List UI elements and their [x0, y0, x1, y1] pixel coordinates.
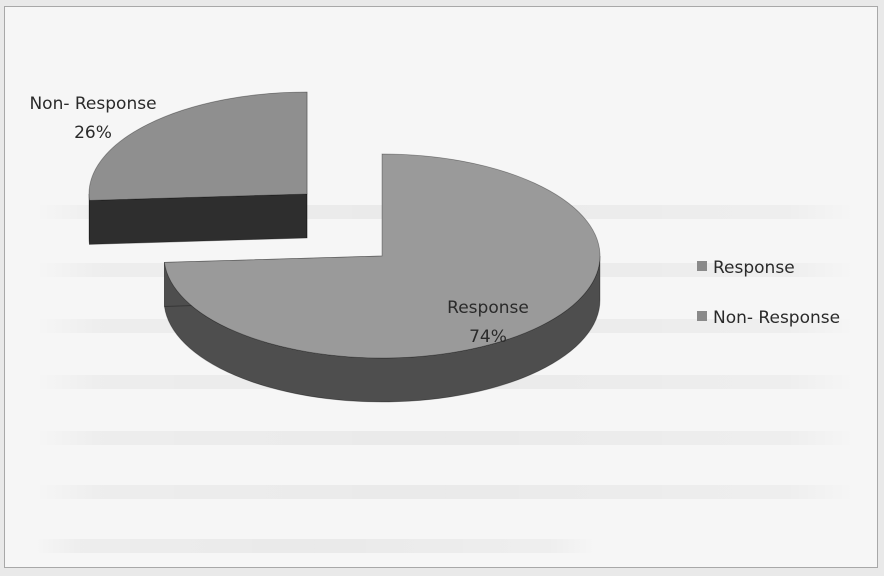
response-slice: [163, 153, 601, 359]
data-label-response-name: Response: [447, 298, 529, 318]
legend-entry-response: Response: [713, 258, 795, 278]
legend-marker-response: [697, 261, 707, 271]
paper-texture: [35, 485, 855, 499]
data-label-non-response-percent: 26%: [74, 123, 112, 143]
data-label-non-response-name: Non- Response: [29, 94, 156, 114]
labels-layer: Non- Response 26% Response 74%: [29, 94, 528, 347]
slices-layer: [88, 91, 601, 403]
non-response-slice-side: [89, 193, 308, 245]
chart-frame: [4, 6, 878, 568]
paper-texture: [35, 539, 595, 553]
legend: Response Non- Response: [697, 258, 840, 328]
legend-entry-non-response: Non- Response: [713, 308, 840, 328]
legend-marker-non-response: [697, 311, 707, 321]
data-label-response-percent: 74%: [469, 327, 507, 347]
non-response-slice: [88, 91, 308, 201]
paper-texture: [35, 431, 855, 445]
